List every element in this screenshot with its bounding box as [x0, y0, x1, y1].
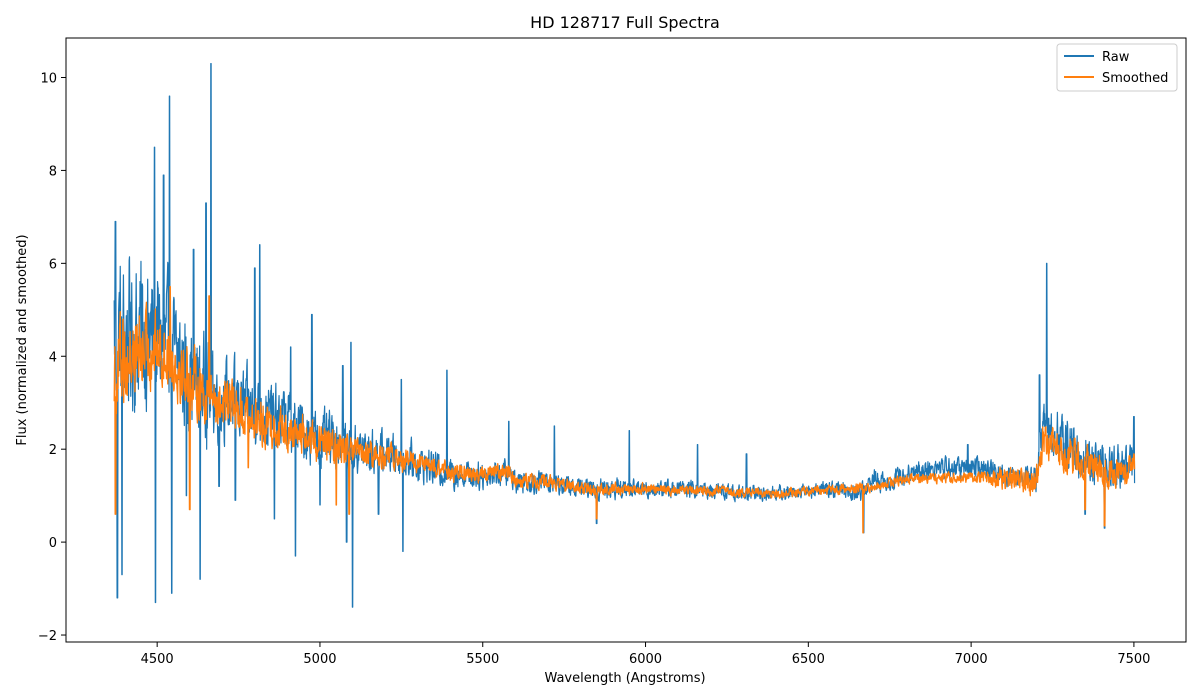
legend: Raw Smoothed: [1056, 43, 1178, 92]
smoothed-spectrum-line: [113, 285, 1136, 534]
x-tick-label: 7000: [955, 652, 988, 667]
y-tick-label: −2: [38, 629, 57, 644]
series-layer: [113, 62, 1136, 608]
x-tick-label: 7500: [1117, 652, 1150, 667]
x-tick-label: 6500: [792, 652, 825, 667]
y-tick-label: 6: [49, 257, 57, 272]
x-axis-label: Wavelength (Angstroms): [544, 671, 705, 686]
y-tick-label: 10: [40, 71, 57, 86]
y-axis: −2 0 2 4 6 8 10: [38, 71, 66, 644]
y-axis-label: Flux (normalized and smoothed): [15, 234, 30, 445]
y-tick-label: 8: [49, 164, 57, 179]
y-tick-label: 4: [49, 350, 57, 365]
legend-smoothed-label: Smoothed: [1102, 71, 1168, 86]
y-tick-label: 0: [49, 536, 57, 551]
raw-spectrum-line: [113, 62, 1136, 608]
x-axis: 4500 5000 5500 6000 6500 7000 7500: [141, 642, 1150, 667]
legend-raw-label: Raw: [1102, 50, 1130, 65]
x-tick-label: 5500: [466, 652, 499, 667]
chart-title: HD 128717 Full Spectra: [530, 13, 720, 32]
x-tick-label: 5000: [303, 652, 336, 667]
x-tick-label: 4500: [141, 652, 174, 667]
y-tick-label: 2: [49, 443, 57, 458]
plot-area-frame: [65, 37, 1187, 643]
x-tick-label: 6000: [629, 652, 662, 667]
